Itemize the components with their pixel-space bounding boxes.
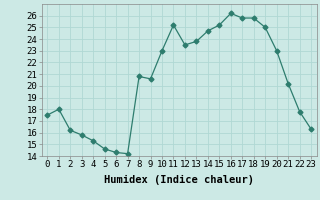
X-axis label: Humidex (Indice chaleur): Humidex (Indice chaleur) (104, 175, 254, 185)
